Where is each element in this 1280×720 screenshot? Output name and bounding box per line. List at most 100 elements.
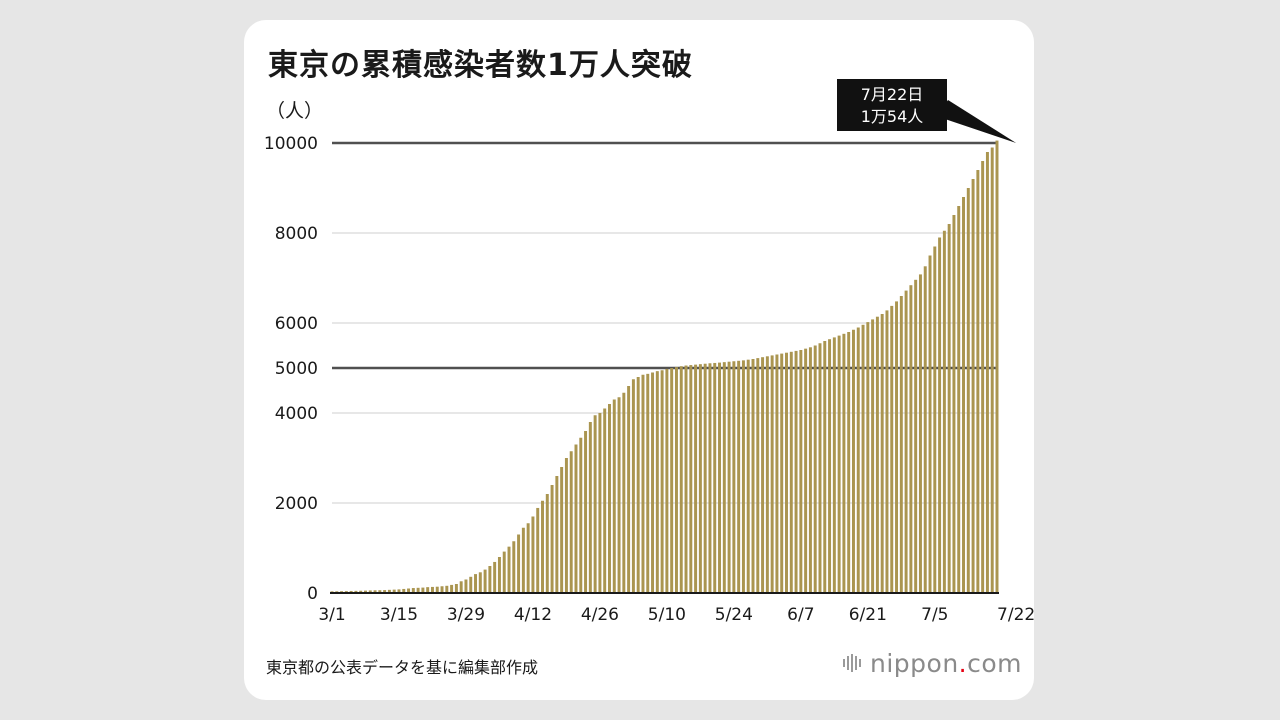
bar (588, 422, 592, 593)
x-tick-label: 5/24 (715, 605, 753, 625)
bar (727, 361, 731, 593)
bar (751, 359, 755, 593)
bar (603, 408, 607, 593)
bar (995, 140, 999, 593)
bar (885, 310, 889, 593)
bar (430, 586, 434, 593)
x-tick-label: 4/26 (581, 605, 619, 625)
bar (746, 359, 750, 593)
bar (923, 266, 927, 593)
bar (670, 368, 674, 593)
bar (808, 347, 812, 593)
bar (866, 322, 870, 593)
bar (851, 329, 855, 593)
bar (942, 230, 946, 593)
bar (607, 404, 611, 593)
bar (517, 534, 521, 593)
bar (785, 352, 788, 593)
bar (612, 399, 616, 593)
x-tick-label: 5/10 (648, 605, 686, 625)
callout-pointer (936, 100, 1017, 143)
callout-box (837, 79, 947, 131)
bar (359, 590, 363, 593)
bar (416, 587, 420, 593)
bar (526, 523, 530, 593)
bar (837, 335, 841, 593)
bar (689, 365, 693, 593)
bar (636, 377, 640, 593)
bar (483, 569, 487, 593)
bar (402, 588, 406, 593)
bar (756, 358, 760, 593)
bar (823, 341, 827, 593)
bar (373, 590, 377, 593)
bar (842, 333, 846, 593)
bar (794, 350, 798, 593)
bar (938, 237, 942, 593)
bar (502, 551, 506, 593)
y-tick-label: 4000 (275, 404, 318, 424)
bar (703, 363, 707, 593)
y-tick-label: 2000 (275, 494, 318, 514)
y-tick-label: 6000 (275, 314, 318, 334)
bar (368, 590, 372, 593)
bar (651, 372, 655, 593)
bar (541, 500, 544, 593)
bar (387, 589, 391, 593)
bar (507, 546, 511, 593)
bar (947, 224, 951, 593)
bar (641, 374, 645, 593)
bar (737, 360, 741, 593)
bar (952, 215, 956, 593)
bar (761, 357, 765, 593)
bar (574, 444, 578, 593)
bar (732, 361, 736, 593)
bar (555, 476, 559, 593)
bar (770, 355, 774, 593)
brand-logo: nippon.com (842, 646, 1022, 680)
bar (593, 415, 597, 593)
x-tick-label: 6/21 (849, 605, 887, 625)
bar (828, 339, 832, 593)
bar (660, 370, 664, 593)
bar (880, 314, 884, 593)
bar (617, 397, 621, 593)
bar (718, 362, 722, 593)
bar (804, 348, 808, 593)
bar (435, 586, 439, 593)
bar (904, 290, 908, 593)
y-tick-label: 5000 (275, 359, 318, 379)
x-tick-label: 4/12 (514, 605, 552, 625)
bar (674, 367, 678, 593)
bar (985, 152, 989, 593)
x-tick-label: 3/29 (447, 605, 485, 625)
bar (981, 161, 985, 593)
bar (861, 324, 865, 593)
bar (631, 379, 635, 593)
nippon-mark-icon (843, 654, 861, 672)
bar (976, 170, 980, 593)
x-tick-label: 7/5 (921, 605, 948, 625)
bar (832, 337, 836, 593)
x-tick-label: 7/22 (997, 605, 1035, 625)
bar (698, 364, 702, 593)
bar (493, 561, 497, 593)
bar (383, 590, 387, 593)
bar (895, 301, 899, 593)
bar (411, 588, 415, 593)
bar (545, 494, 549, 593)
bar (454, 584, 458, 593)
bar (512, 541, 516, 593)
y-tick-label: 0 (307, 584, 318, 604)
bar (579, 437, 583, 593)
source-note: 東京都の公表データを基に編集部作成 (266, 658, 539, 677)
bar (813, 345, 817, 593)
bar (914, 279, 918, 593)
bar (990, 147, 994, 593)
bar (780, 353, 784, 593)
bar (469, 576, 473, 593)
bar (364, 590, 367, 593)
x-tick-label: 3/15 (380, 605, 418, 625)
bar (655, 371, 659, 593)
